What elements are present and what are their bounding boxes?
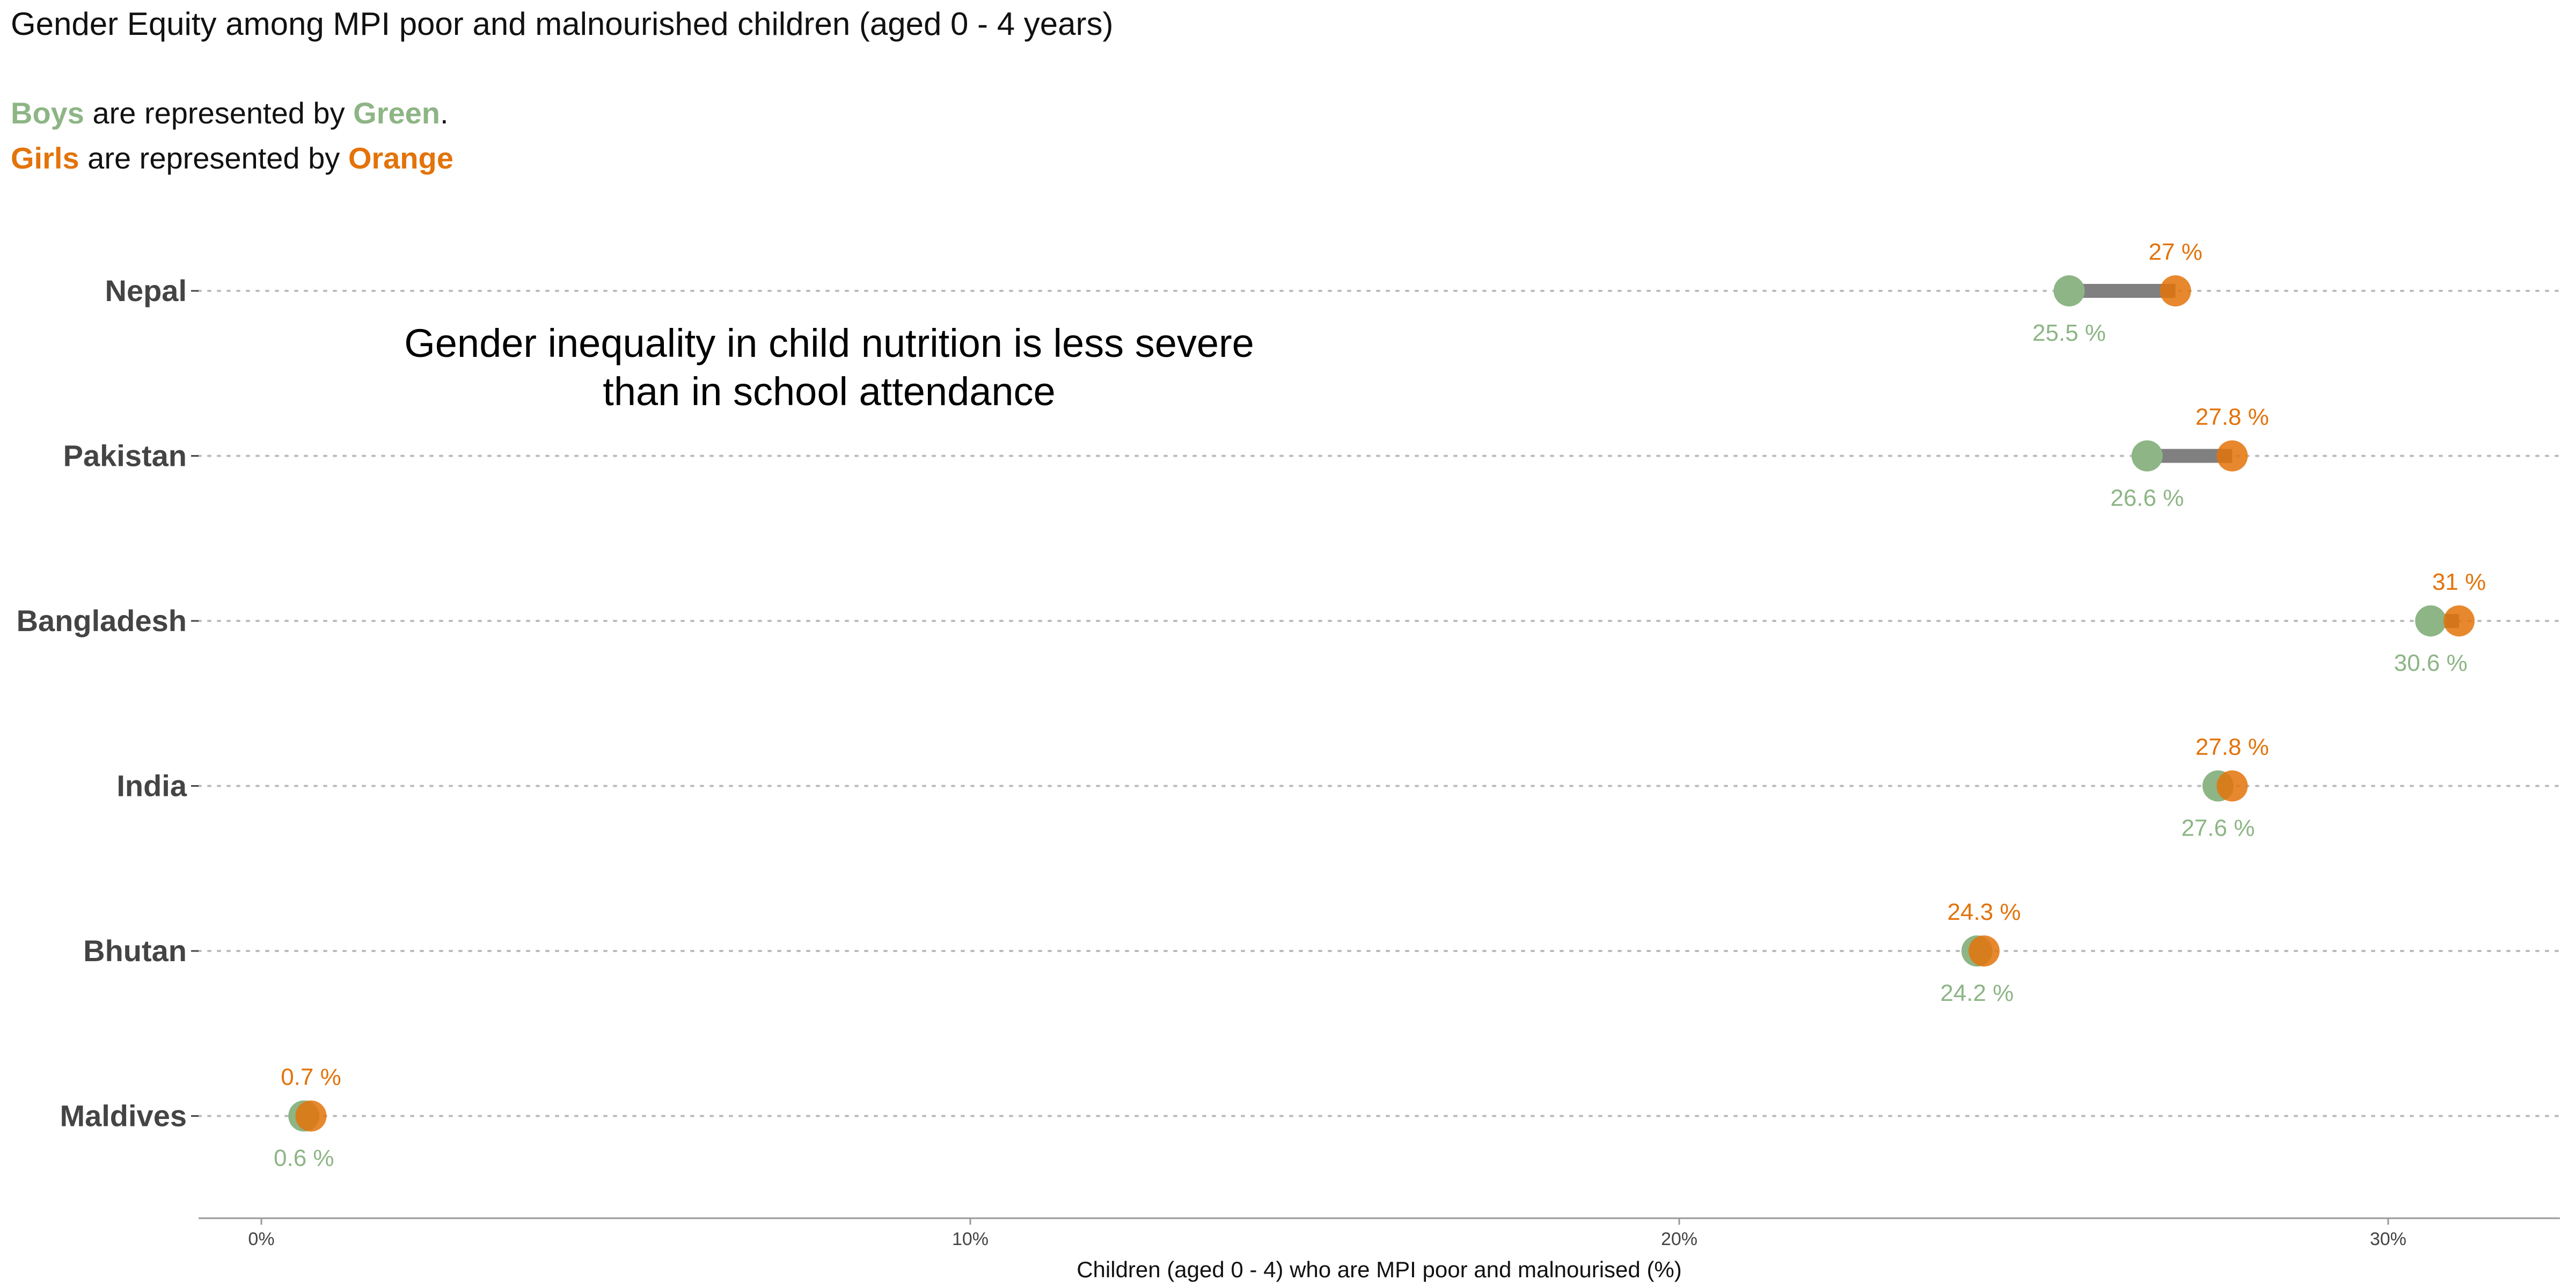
legend-boys-word: Boys	[11, 96, 84, 130]
category-label: Bangladesh	[17, 604, 187, 638]
boys-value-label: 25.5 %	[2032, 320, 2106, 346]
legend-boys-end: .	[440, 96, 449, 130]
girls-value-label: 27.8 %	[2196, 404, 2269, 430]
chart-annotation: Gender inequality in child nutrition is …	[292, 319, 1366, 416]
legend-girls-word: Girls	[11, 141, 79, 175]
girls-point	[2216, 770, 2248, 802]
legend-girls-middle: are represented by	[79, 141, 348, 175]
category-label: Maldives	[60, 1099, 187, 1133]
boys-value-label: 0.6 %	[274, 1145, 334, 1172]
girls-value-label: 31 %	[2432, 569, 2486, 595]
legend-boys-middle: are represented by	[84, 96, 354, 130]
legend-boys-color-word: Green	[353, 96, 440, 130]
girls-point	[1968, 935, 2000, 967]
girls-point	[2160, 275, 2191, 306]
girls-value-label: 27.8 %	[2196, 734, 2269, 760]
girls-point	[2443, 605, 2475, 636]
boys-point	[2415, 605, 2447, 636]
x-tick-label: 0%	[248, 1229, 274, 1249]
legend-boys: Boys are represented by Green.	[11, 96, 449, 130]
category-label: Pakistan	[63, 439, 187, 473]
boys-value-label: 24.2 %	[1940, 980, 2014, 1006]
boys-point	[2053, 275, 2085, 306]
girls-point	[2216, 440, 2248, 472]
category-label: Bhutan	[83, 934, 187, 968]
girls-point	[295, 1100, 327, 1132]
x-axis-label: Children (aged 0 - 4) who are MPI poor a…	[1077, 1257, 1682, 1282]
boys-point	[2131, 440, 2163, 472]
x-tick-label: 20%	[1661, 1229, 1697, 1249]
legend-girls-color-word: Orange	[348, 141, 453, 175]
x-tick-label: 30%	[2370, 1229, 2406, 1249]
annotation-line-1: Gender inequality in child nutrition is …	[404, 321, 1254, 365]
boys-value-label: 26.6 %	[2110, 485, 2184, 511]
chart-title: Gender Equity among MPI poor and malnour…	[11, 6, 1114, 42]
x-tick-label: 10%	[952, 1229, 989, 1249]
category-label: Nepal	[105, 274, 187, 308]
category-label: India	[116, 769, 187, 803]
boys-value-label: 30.6 %	[2394, 650, 2468, 676]
girls-value-label: 24.3 %	[1948, 899, 2021, 925]
girls-value-label: 0.7 %	[281, 1064, 341, 1091]
annotation-line-2: than in school attendance	[603, 369, 1056, 414]
boys-value-label: 27.6 %	[2181, 815, 2255, 841]
legend-girls: Girls are represented by Orange	[11, 141, 453, 175]
girls-value-label: 27 %	[2149, 239, 2202, 265]
